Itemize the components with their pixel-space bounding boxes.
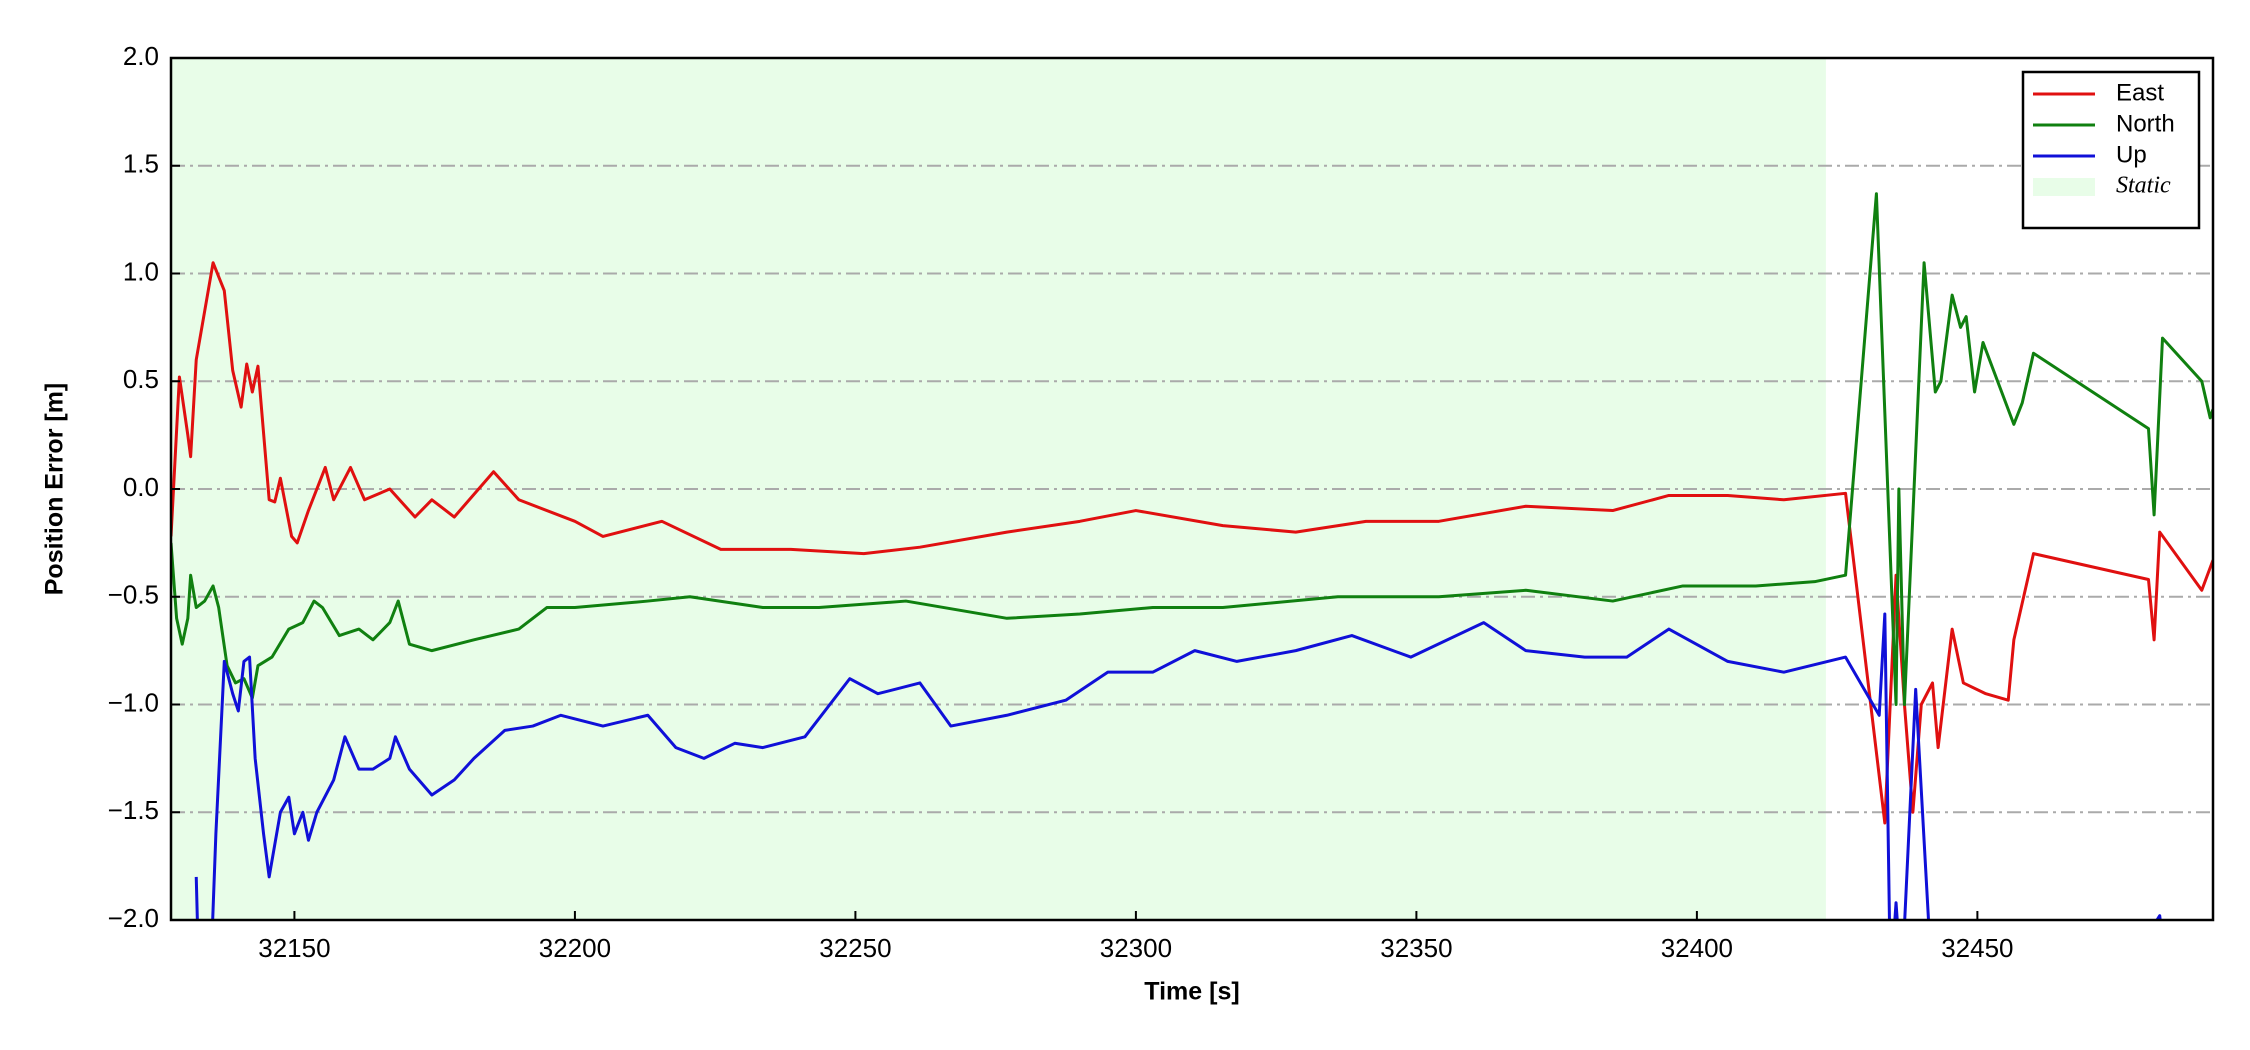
x-tick-label: 32250 xyxy=(819,933,891,963)
plot-frame xyxy=(169,56,2215,922)
y-tick-label: 0.0 xyxy=(123,472,159,502)
legend-label: Static xyxy=(2116,173,2171,199)
x-tick-label: 32200 xyxy=(539,933,611,963)
y-axis-label: Position Error [m] xyxy=(41,383,69,596)
legend: East North Up Static xyxy=(2021,70,2201,230)
y-tick-label: −0.5 xyxy=(108,580,159,610)
y-tick-label: 1.0 xyxy=(123,256,159,286)
series-line xyxy=(171,192,2213,706)
axes: −2.0 −1.5 −1.0 −0.5 0.0 0.5 1.0 1.5 2.0 32150 3220… xyxy=(108,41,2215,963)
series-line xyxy=(194,612,2162,920)
legend-swatch xyxy=(2033,178,2095,196)
y-tick-label: 0.5 xyxy=(123,364,159,394)
legend-label: East xyxy=(2116,79,2164,106)
x-axis-label: Time [s] xyxy=(1144,978,1239,1006)
x-tick-label: 32150 xyxy=(258,933,330,963)
y-tick-label: −2.0 xyxy=(108,903,159,933)
legend-label: North xyxy=(2116,110,2175,137)
y-tick-label: −1.5 xyxy=(108,795,159,825)
lines xyxy=(171,192,2213,920)
x-tick-label: 32350 xyxy=(1380,933,1452,963)
x-tick-label: 32450 xyxy=(1941,933,2013,963)
legend-box xyxy=(2021,70,2201,230)
series-line xyxy=(171,261,2213,825)
y-tick-label: 1.5 xyxy=(123,149,159,179)
x-tick-label: 32400 xyxy=(1661,933,1733,963)
y-tick-label: 2.0 xyxy=(123,41,159,71)
x-tick-label: 32300 xyxy=(1100,933,1172,963)
legend-label: Up xyxy=(2116,141,2147,168)
y-tick-label: −1.0 xyxy=(108,687,159,717)
